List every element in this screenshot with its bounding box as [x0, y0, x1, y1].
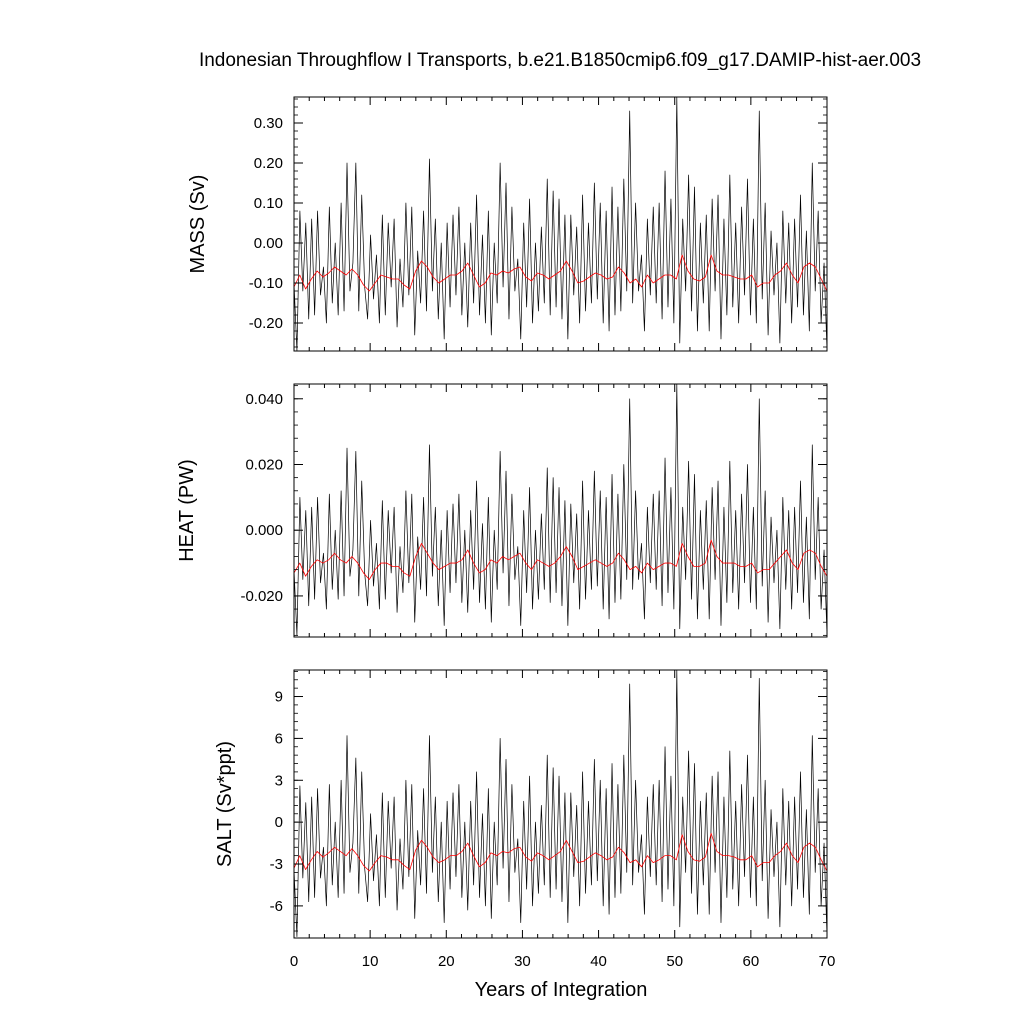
x-tick-label: 10: [362, 953, 379, 970]
x-axis-label: Years of Integration: [475, 979, 648, 1001]
x-tick-label: 0: [290, 953, 298, 970]
y-tick-label: 0.040: [245, 391, 283, 408]
y-axis-label: MASS (Sv): [187, 175, 209, 274]
y-tick-label: 0.020: [245, 457, 283, 474]
y-tick-label: -3: [270, 856, 283, 873]
x-tick-label: 60: [743, 953, 760, 970]
y-tick-label: 9: [275, 689, 283, 706]
x-tick-label: 40: [590, 953, 607, 970]
panels: 0.30 0.20 0.10 0.00 -0.10 -0.20 MASS (Sv) 0.040…: [176, 96, 836, 970]
smoothed-series-line: [293, 254, 828, 292]
plot-frame: [293, 383, 828, 638]
y-tick-label: 0.10: [254, 195, 283, 212]
smoothed-series-line: [293, 832, 828, 872]
y-axis-label: HEAT (PW): [176, 459, 198, 562]
y-tick-label: -0.020: [240, 588, 283, 605]
x-tick-label: 70: [819, 953, 836, 970]
y-tick-label: 6: [275, 730, 283, 747]
y-tick-label: 0.30: [254, 115, 283, 132]
monthly-series-line: [293, 383, 828, 636]
monthly-series-line: [293, 96, 828, 352]
y-axis-label: SALT (Sv*ppt): [214, 741, 236, 867]
panel-2: 0.040 0.020 0.000 -0.020 HEAT (PW): [176, 383, 828, 638]
y-tick-label: 0: [275, 814, 283, 831]
x-tick-label: 20: [438, 953, 455, 970]
panel-1: 0.30 0.20 0.10 0.00 -0.10 -0.20 MASS (Sv): [187, 96, 828, 352]
plot-frame: [293, 96, 828, 352]
plot-frame: [293, 669, 828, 939]
x-tick-label: 30: [514, 953, 531, 970]
y-tick-label: -0.20: [249, 315, 283, 332]
y-tick-label: 0.00: [254, 235, 283, 252]
y-tick-label: 0.000: [245, 522, 283, 539]
y-tick-label: -0.10: [249, 275, 283, 292]
x-tick-label: 50: [666, 953, 683, 970]
monthly-series-line: [293, 669, 828, 937]
smoothed-series-line: [293, 539, 828, 580]
y-tick-label: 3: [275, 772, 283, 789]
chart-title: Indonesian Throughflow I Transports, b.e…: [199, 50, 921, 71]
y-tick-label: -6: [270, 898, 283, 915]
y-tick-label: 0.20: [254, 155, 283, 172]
